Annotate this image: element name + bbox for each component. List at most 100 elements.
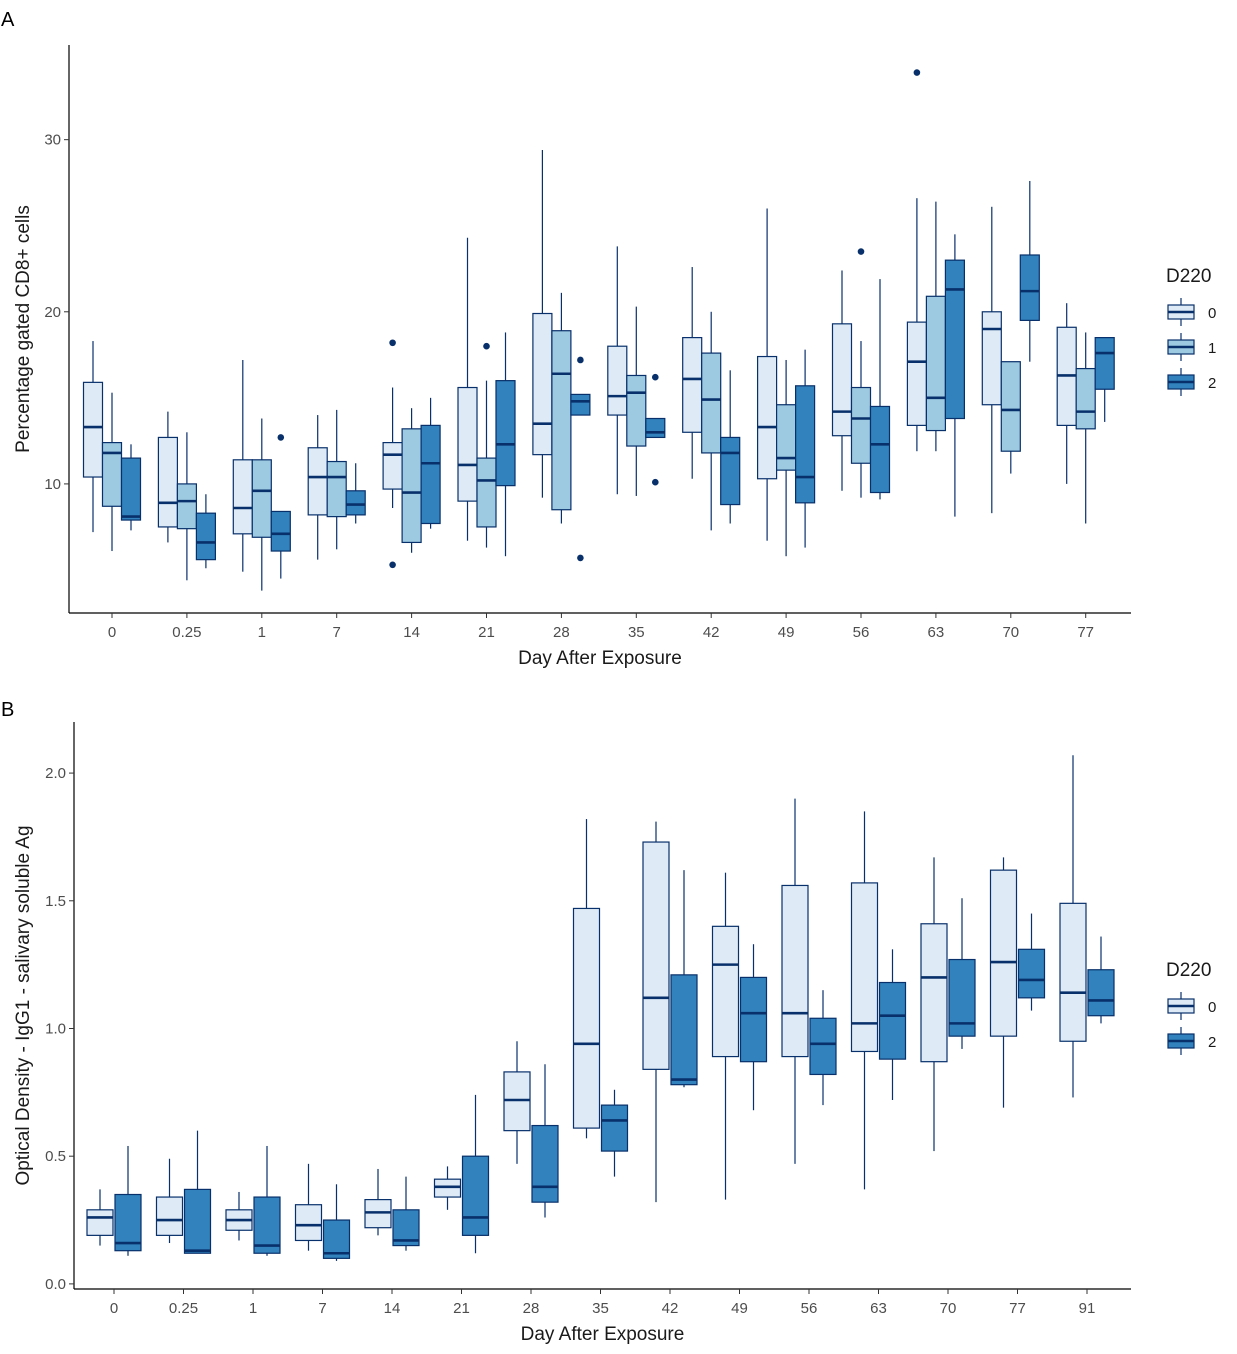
box-D220-0-day-0.25 [157, 411, 178, 543]
box-D220-0-day-70 [920, 857, 948, 1152]
box-iqr [345, 490, 366, 516]
x-tick-label: 21 [478, 624, 495, 641]
y-tick-label: 0.5 [45, 1148, 66, 1165]
box-D220-2-day-28 [570, 356, 591, 562]
legend-label: 0 [1208, 305, 1216, 322]
box-D220-0-day-28 [532, 149, 553, 498]
legend-label: 2 [1208, 375, 1216, 392]
box-D220-2-day-1 [253, 1145, 281, 1256]
box-iqr [1019, 254, 1040, 321]
box-D220-0-day-42 [642, 821, 670, 1203]
x-tick-label: 49 [731, 1300, 748, 1317]
outlier-point [389, 339, 396, 347]
box-iqr [756, 355, 778, 480]
x-tick-label: 42 [662, 1300, 679, 1317]
x-tick-label: 7 [318, 1300, 326, 1317]
box-iqr [461, 1155, 490, 1236]
box-D220-2-day-0.25 [195, 494, 216, 569]
box-D220-1-day-28 [551, 292, 572, 524]
box-iqr [739, 976, 768, 1063]
x-tick-label: 70 [1002, 624, 1019, 641]
box-D220-2-day-21 [495, 332, 516, 557]
box-D220-0-day-14 [382, 339, 403, 569]
box-iqr [906, 321, 928, 426]
box-D220-1-day-49 [775, 359, 797, 557]
y-tick-label: 0.0 [45, 1276, 66, 1293]
box-D220-2-day-0.25 [183, 1130, 212, 1254]
box-iqr [326, 460, 347, 518]
y-axis-label: Optical Density - IgG1 - salivary solubl… [13, 825, 34, 1185]
x-tick-label: 77 [1009, 1300, 1026, 1317]
box-D220-0-day-49 [756, 208, 778, 541]
box-iqr [944, 259, 966, 420]
legend-item-2: 2 [1167, 368, 1216, 396]
box-D220-2-day-70 [1019, 180, 1040, 362]
box-D220-0-day-35 [607, 246, 628, 495]
panel-label: A [1, 9, 15, 31]
box-D220-2-day-49 [739, 944, 768, 1111]
box-D220-1-day-14 [401, 408, 422, 553]
outlier-point [389, 561, 396, 569]
x-tick-label: 0.25 [169, 1300, 198, 1317]
box-iqr [157, 436, 178, 528]
box-iqr [794, 385, 816, 504]
box-iqr [809, 1017, 837, 1076]
box-iqr [989, 869, 1018, 1037]
box-iqr [1000, 361, 1021, 452]
x-tick-label: 49 [778, 624, 795, 641]
box-iqr [720, 436, 741, 506]
box-D220-1-day-0.25 [176, 432, 197, 581]
box-iqr [294, 1204, 323, 1242]
box-D220-0-day-21 [457, 237, 478, 541]
y-tick-label: 20 [44, 304, 61, 321]
box-iqr [82, 381, 104, 478]
box-iqr [1094, 337, 1115, 390]
box-iqr [642, 841, 670, 1070]
box-D220-1-day-63 [925, 201, 947, 452]
box-D220-2-day-63 [944, 234, 966, 517]
box-D220-0-day-0 [82, 341, 104, 533]
x-tick-label: 21 [453, 1300, 470, 1317]
x-tick-label: 56 [853, 624, 870, 641]
box-D220-0-day-63 [906, 69, 928, 452]
box-D220-2-day-49 [794, 349, 816, 548]
y-tick-label: 30 [44, 132, 61, 149]
x-tick-label: 14 [384, 1300, 401, 1317]
x-tick-label: 56 [801, 1300, 818, 1317]
box-D220-1-day-1 [251, 418, 272, 591]
box-D220-2-day-21 [461, 1094, 490, 1254]
box-iqr [551, 330, 572, 511]
box-D220-0-day-1 [225, 1191, 253, 1241]
box-iqr [711, 925, 740, 1058]
box-D220-0-day-70 [981, 206, 1002, 514]
box-D220-0-day-56 [831, 270, 853, 491]
box-iqr [382, 442, 403, 490]
box-iqr [850, 882, 879, 1053]
box-iqr [775, 404, 797, 471]
x-tick-label: 0.25 [172, 624, 201, 641]
box-iqr [831, 323, 853, 437]
box-iqr [251, 459, 272, 538]
y-tick-label: 1.5 [45, 893, 66, 910]
box-D220-0-day-56 [781, 798, 809, 1164]
outlier-point [652, 373, 659, 381]
box-iqr [645, 417, 666, 439]
legend-label: 2 [1208, 1034, 1216, 1051]
box-iqr [626, 374, 647, 447]
box-iqr [1017, 948, 1046, 999]
box-D220-0-day-0.25 [155, 1158, 184, 1244]
outlier-point [913, 69, 921, 76]
box-D220-0-day-35 [572, 819, 601, 1139]
box-iqr [1075, 367, 1096, 430]
x-tick-label: 1 [249, 1300, 257, 1317]
x-tick-label: 7 [333, 624, 341, 641]
outlier-point [577, 554, 584, 562]
legend-title: D220 [1166, 266, 1211, 287]
box-iqr [607, 345, 628, 416]
legend: D220 0 1 2 [1166, 266, 1216, 396]
box-D220-0-day-0 [86, 1189, 114, 1246]
box-D220-2-day-42 [720, 370, 741, 524]
box-D220-2-day-35 [600, 1089, 629, 1177]
box-D220-0-day-7 [294, 1163, 323, 1251]
box-D220-2-day-14 [392, 1176, 420, 1251]
